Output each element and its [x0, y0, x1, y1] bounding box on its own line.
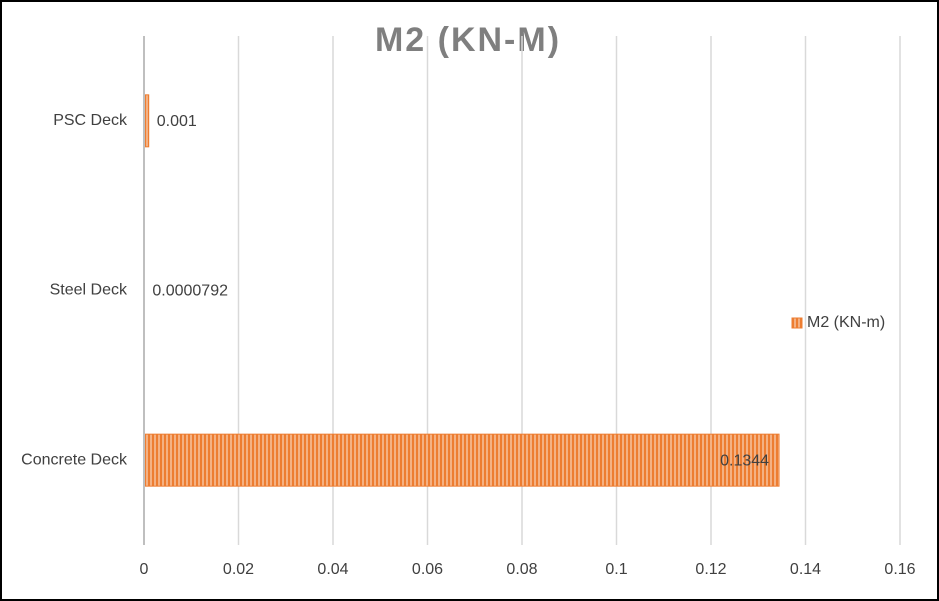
bar — [143, 433, 780, 487]
x-tick-label: 0 — [140, 561, 149, 578]
legend-label: M2 (KN-m) — [807, 314, 885, 331]
x-tick-label: 0.04 — [317, 561, 348, 578]
x-tick-label: 0.12 — [695, 561, 726, 578]
chart-title: M2 (KN-M) — [375, 21, 561, 59]
y-tick-label: PSC Deck — [53, 112, 128, 129]
x-tick-label: 0.16 — [884, 561, 915, 578]
x-tick-label: 0.02 — [223, 561, 254, 578]
data-label: 0.1344 — [720, 452, 769, 469]
legend-swatch — [791, 317, 803, 329]
y-tick-label: Concrete Deck — [21, 451, 128, 468]
x-tick-label: 0.06 — [412, 561, 443, 578]
data-label: 0.0000792 — [152, 283, 228, 300]
data-label: 0.001 — [157, 113, 197, 130]
y-tick-label: Steel Deck — [50, 282, 128, 299]
x-tick-label: 0.08 — [506, 561, 537, 578]
x-tick-label: 0.1 — [605, 561, 627, 578]
x-tick-label: 0.14 — [790, 561, 821, 578]
